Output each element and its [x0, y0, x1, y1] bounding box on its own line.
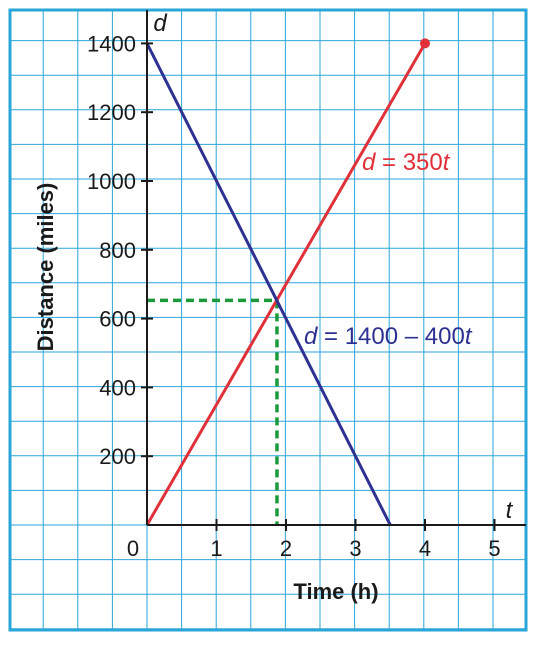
y-axis-variable: d	[153, 10, 167, 37]
series-label-2: d = 1400 – 400t	[304, 323, 473, 350]
series-end-point-1	[420, 38, 430, 49]
x-axis-variable: t	[506, 497, 514, 524]
y-tick-label: 400	[99, 375, 136, 400]
grid-lines	[10, 10, 526, 630]
y-tick-label: 600	[99, 307, 136, 332]
origin-label: 0	[127, 536, 139, 561]
y-tick-label: 200	[99, 444, 136, 469]
chart-border	[8, 8, 528, 632]
x-tick-label: 4	[419, 536, 431, 561]
x-tick-label: 1	[210, 536, 222, 561]
x-tick-label: 5	[488, 536, 500, 561]
series-line-2	[145, 42, 392, 526]
tick-labels: 1 2 3 4 5 200 400 600 800 1000 1200 1400	[87, 31, 501, 561]
intersection-guides	[147, 298, 279, 525]
series-labels: d = 350t d = 1400 – 400t	[304, 149, 473, 350]
series-line-1	[145, 42, 427, 526]
y-tick-label: 1200	[87, 100, 136, 125]
axes	[141, 10, 526, 531]
y-tick-label: 1400	[87, 31, 136, 56]
series-label-1: d = 350t	[362, 149, 451, 176]
x-tick-label: 3	[349, 536, 361, 561]
x-tick-label: 2	[280, 536, 292, 561]
y-tick-label: 800	[99, 238, 136, 263]
series-lines	[145, 38, 430, 526]
x-axis-title: Time (h)	[293, 579, 378, 604]
y-tick-label: 1000	[87, 169, 136, 194]
y-axis-title: Distance (miles)	[33, 183, 58, 352]
